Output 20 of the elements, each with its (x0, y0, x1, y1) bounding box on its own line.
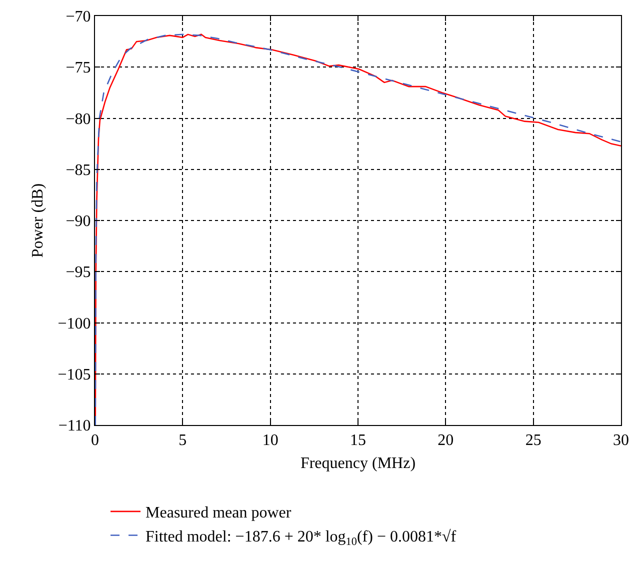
y-axis-title: Power (dB) (30, 183, 47, 258)
y-tick-label: −100 (58, 315, 91, 332)
y-tick-label: −105 (58, 366, 91, 384)
legend-label: Measured mean power (146, 504, 292, 522)
y-tick-label: −95 (66, 264, 91, 282)
y-tick-label: −70 (66, 8, 91, 26)
x-tick-label: 15 (350, 432, 366, 450)
y-tick-label: −85 (66, 162, 91, 179)
y-tick-label: −90 (66, 213, 91, 230)
y-tick-label: −110 (58, 418, 91, 435)
y-tick-label: −75 (66, 60, 91, 77)
x-tick-label: 25 (525, 432, 542, 450)
legend-label: Fitted model: −187.6 + 20* log$_{10}$(f) − 0.0081*√f (146, 528, 457, 548)
x-tick-label: 20 (438, 432, 454, 450)
x-tick-label: 5 (178, 432, 187, 450)
x-tick-label: 10 (262, 432, 278, 450)
y-tick-label: −80 (66, 110, 91, 128)
x-axis-title: Frequency (MHz) (300, 454, 416, 472)
x-tick-label: 30 (613, 432, 629, 450)
x-tick-label: 0 (91, 432, 99, 450)
